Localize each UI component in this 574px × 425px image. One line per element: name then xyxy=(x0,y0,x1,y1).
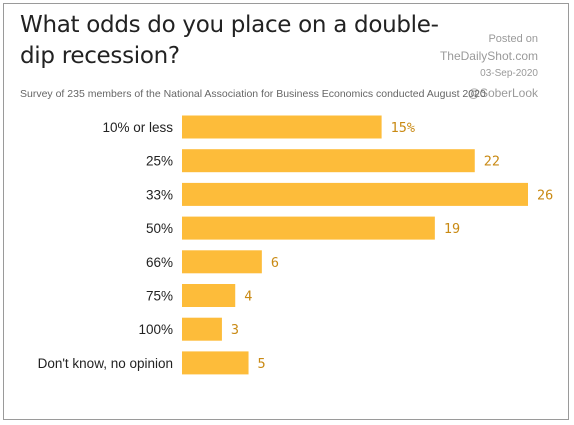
value-label: 15% xyxy=(391,120,415,136)
category-label: Don't know, no opinion xyxy=(38,356,173,371)
category-label: 100% xyxy=(138,322,173,337)
bar xyxy=(182,182,528,206)
value-label: 4 xyxy=(244,289,252,305)
category-label: 66% xyxy=(146,255,173,270)
bar xyxy=(182,149,475,173)
watermark: Posted on TheDailyShot.com 03-Sep-2020 @… xyxy=(440,31,538,102)
category-label: 25% xyxy=(146,154,173,169)
bar xyxy=(182,317,222,341)
bar xyxy=(182,351,249,375)
chart-title: What odds do you place on a double-dip r… xyxy=(20,12,439,69)
category-label: 33% xyxy=(146,187,173,202)
bar xyxy=(182,250,262,274)
chart-frame xyxy=(3,3,569,420)
bar xyxy=(182,216,435,240)
category-label: 50% xyxy=(146,221,173,236)
value-label: 5 xyxy=(258,356,266,372)
chart-subtitle: Survey of 235 members of the National As… xyxy=(20,88,486,100)
category-label: 10% or less xyxy=(102,120,173,135)
value-label: 26 xyxy=(537,187,553,203)
value-label: 22 xyxy=(484,154,500,170)
watermark-site: TheDailyShot.com xyxy=(439,49,538,63)
watermark-handle: @SoberLook xyxy=(467,86,538,100)
bar xyxy=(182,284,236,307)
category-label: 75% xyxy=(146,289,173,304)
value-label: 3 xyxy=(231,322,239,338)
watermark-date: 03-Sep-2020 xyxy=(480,68,538,79)
value-label: 19 xyxy=(444,221,460,237)
watermark-posted: Posted on xyxy=(488,33,538,45)
value-label: 6 xyxy=(271,255,279,271)
bar xyxy=(182,115,382,139)
